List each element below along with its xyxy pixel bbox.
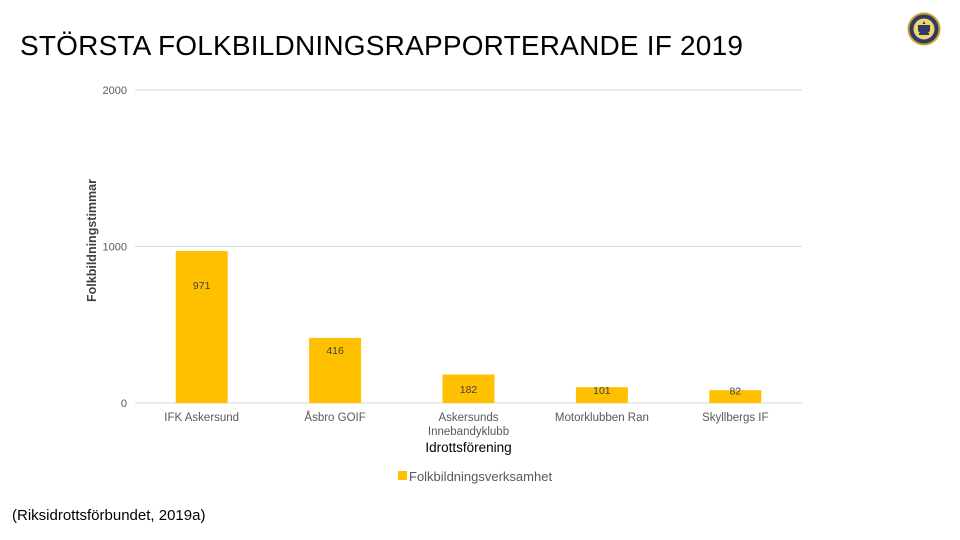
source-citation: (Riksidrottsförbundet, 2019a)	[12, 507, 206, 524]
x-category-label: IFK Askersund	[164, 412, 239, 424]
legend-label[interactable]: Folkbildningsverksamhet	[409, 469, 552, 484]
y-tick-label: 2000	[103, 85, 127, 97]
bar[interactable]	[309, 337, 362, 403]
crest-logo	[907, 12, 941, 46]
y-tick-label: 1000	[103, 242, 127, 254]
y-axis-title: Folkbildningstimmar	[85, 179, 99, 302]
x-category-label: Skyllbergs IF	[702, 412, 768, 424]
bar[interactable]	[575, 387, 628, 403]
data-label: 101	[593, 385, 611, 397]
bar[interactable]	[175, 251, 228, 403]
y-tick-label: 0	[121, 398, 127, 410]
data-label: 416	[326, 345, 344, 357]
x-category-label: Motorklubben Ran	[555, 412, 649, 424]
x-category-label: Askersunds Innebandyklubb	[428, 412, 509, 438]
bar[interactable]	[709, 390, 762, 403]
x-category-label: Åsbro GOIF	[304, 411, 365, 424]
data-label: 82	[729, 385, 741, 397]
data-label: 971	[193, 280, 211, 292]
data-label: 182	[460, 384, 478, 396]
page-title: STÖRSTA FOLKBILDNINGSRAPPORTERANDE IF 20…	[20, 30, 744, 61]
bar[interactable]	[442, 374, 495, 403]
legend-swatch	[398, 471, 407, 480]
x-axis-title: Idrottsförening	[425, 440, 511, 455]
